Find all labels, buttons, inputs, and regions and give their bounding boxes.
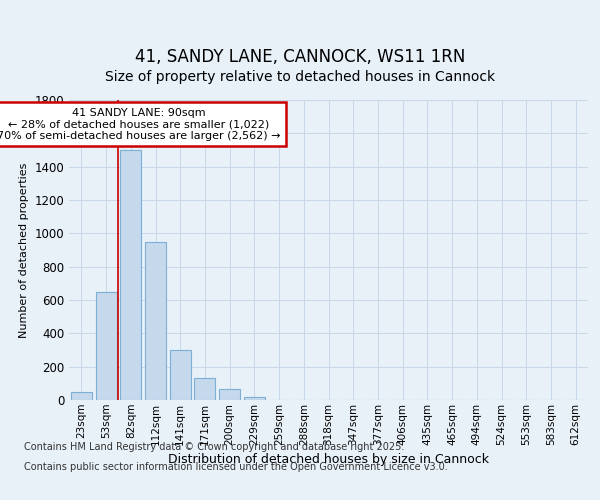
Bar — [194, 378, 215, 400]
Bar — [145, 242, 166, 400]
Bar — [95, 292, 116, 400]
Text: 41 SANDY LANE: 90sqm
← 28% of detached houses are smaller (1,022)
70% of semi-de: 41 SANDY LANE: 90sqm ← 28% of detached h… — [0, 108, 281, 140]
Text: Contains public sector information licensed under the Open Government Licence v3: Contains public sector information licen… — [24, 462, 448, 472]
Text: 41, SANDY LANE, CANNOCK, WS11 1RN: 41, SANDY LANE, CANNOCK, WS11 1RN — [135, 48, 465, 66]
Y-axis label: Number of detached properties: Number of detached properties — [19, 162, 29, 338]
Bar — [244, 396, 265, 400]
Bar — [71, 392, 92, 400]
Bar — [120, 150, 141, 400]
Text: Contains HM Land Registry data © Crown copyright and database right 2025.: Contains HM Land Registry data © Crown c… — [24, 442, 404, 452]
Text: Size of property relative to detached houses in Cannock: Size of property relative to detached ho… — [105, 70, 495, 85]
Bar — [219, 389, 240, 400]
X-axis label: Distribution of detached houses by size in Cannock: Distribution of detached houses by size … — [168, 453, 489, 466]
Bar — [170, 350, 191, 400]
